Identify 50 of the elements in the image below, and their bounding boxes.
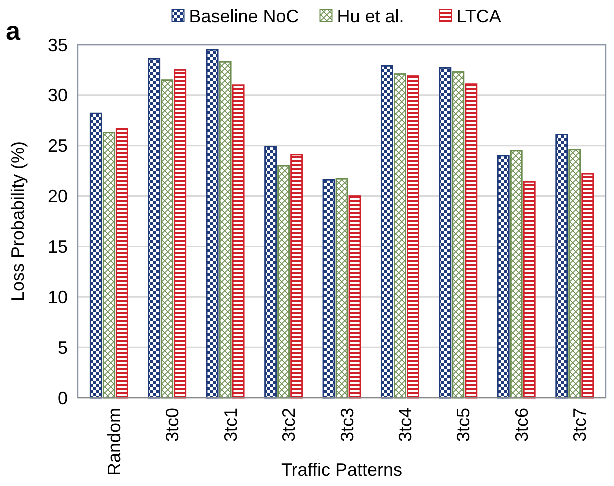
bar: [174, 70, 187, 399]
y-tick-label: 25: [48, 136, 68, 156]
bar: [407, 76, 420, 399]
bar: [219, 61, 232, 399]
bar: [336, 178, 348, 399]
y-tick-label: 5: [58, 338, 68, 358]
x-tick-label: 3tc1: [220, 408, 241, 442]
bar: [452, 72, 465, 399]
x-tick-label: 3tc0: [162, 408, 183, 442]
y-tick-label: 35: [48, 35, 68, 56]
bar: [161, 80, 174, 399]
x-tick-label: 3tc7: [570, 408, 590, 442]
bar: [394, 74, 406, 399]
bar: [556, 134, 568, 399]
bar: [116, 128, 128, 399]
bar: [465, 84, 478, 399]
bar: [278, 165, 290, 399]
bar: [232, 84, 245, 399]
x-axis-title: Traffic Patterns: [281, 460, 403, 480]
y-tick-label: 30: [48, 86, 68, 106]
legend-label: Baseline NoC: [189, 6, 300, 26]
bar: [510, 150, 523, 399]
x-tick-label: 3tc6: [512, 408, 532, 442]
y-tick-label: 15: [48, 237, 68, 258]
bar: [90, 112, 102, 399]
x-tick-label: Random: [104, 408, 124, 476]
bar: [290, 154, 303, 399]
y-tick-label: 20: [48, 186, 68, 207]
bar: [348, 196, 362, 399]
bar: [582, 173, 594, 399]
x-tick-label: 3tc2: [279, 408, 300, 442]
y-tick-label: 0: [58, 388, 68, 408]
x-tick-label: 3tc4: [396, 408, 416, 442]
bar: [102, 132, 116, 399]
y-tick-label: 10: [48, 287, 68, 308]
y-axis-title: Loss Probability (%): [8, 141, 28, 302]
bar: [439, 67, 452, 399]
text: a: [6, 16, 21, 46]
bar: [206, 49, 219, 399]
bar: [568, 149, 582, 399]
legend-label: Hu et al.: [337, 6, 404, 26]
bar: [381, 65, 394, 399]
bar: [523, 181, 536, 399]
legend-label: LTCA: [456, 6, 502, 26]
bar: [322, 179, 336, 399]
bar: [497, 155, 510, 399]
bar: [264, 146, 277, 399]
x-tick-label: 3tc3: [337, 408, 358, 442]
bar: [148, 58, 161, 399]
x-tick-label: 3tc5: [454, 408, 474, 442]
